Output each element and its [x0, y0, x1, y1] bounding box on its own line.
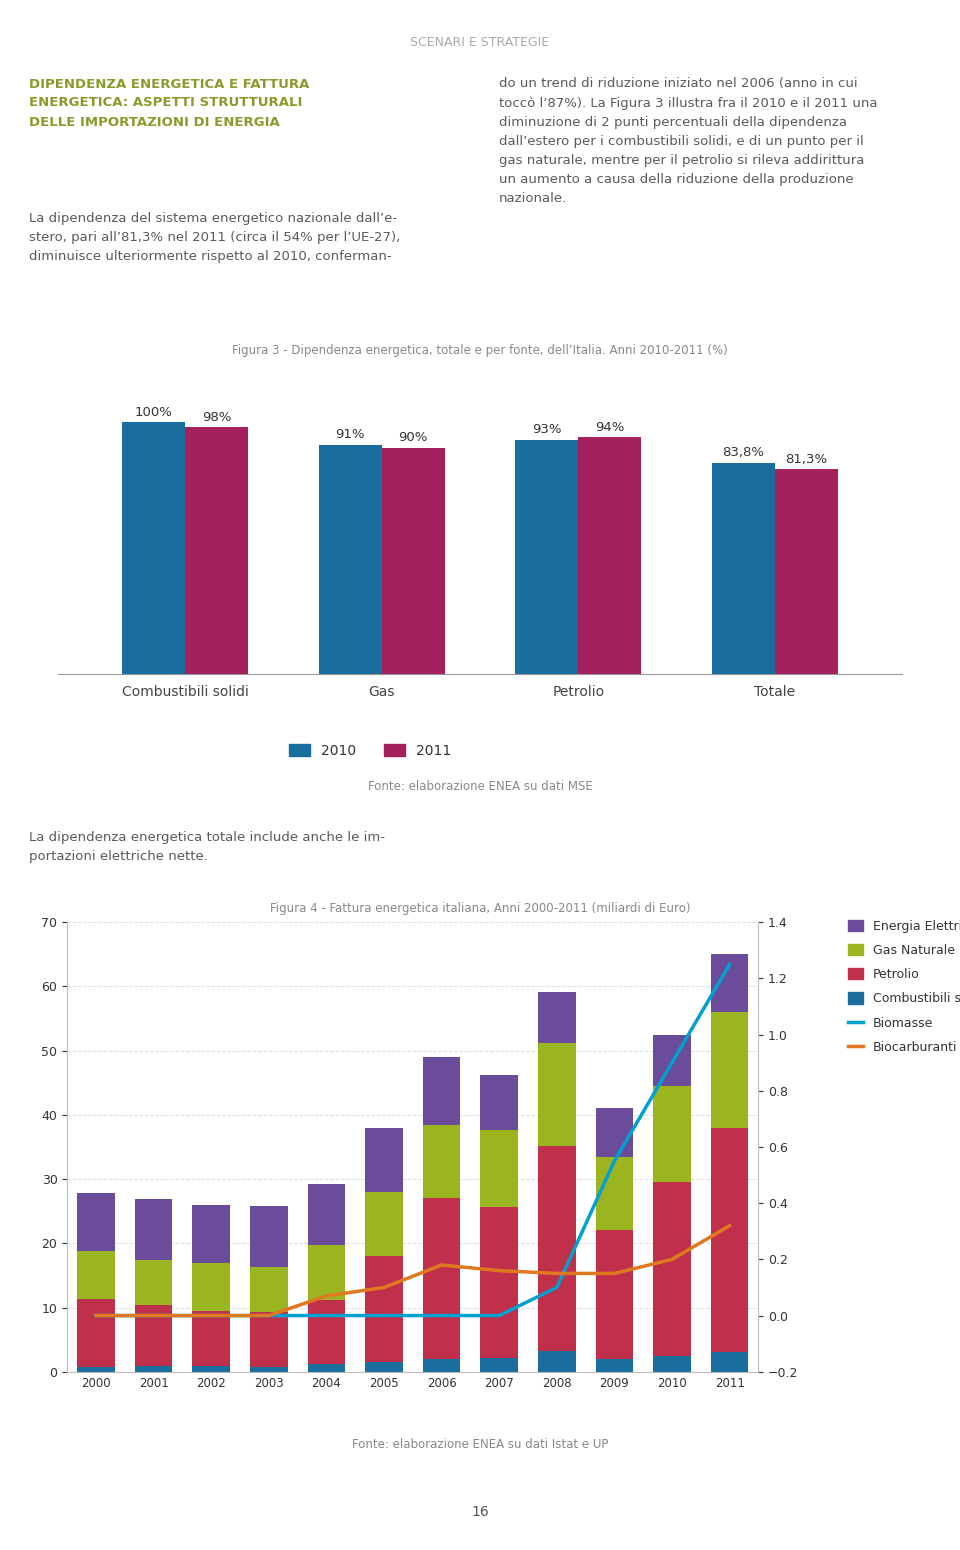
Bar — [77, 1194, 115, 1251]
Bar — [422, 1198, 461, 1359]
Text: La dipendenza energetica totale include anche le im-
portazioni elettriche nette: La dipendenza energetica totale include … — [29, 831, 385, 863]
Bar — [307, 1245, 346, 1300]
Bar — [250, 1367, 288, 1372]
Bar — [711, 1353, 749, 1372]
Bar — [365, 1192, 403, 1256]
Bar — [538, 1145, 575, 1352]
Bar — [654, 1356, 691, 1372]
Bar — [192, 1263, 230, 1311]
Bar — [711, 463, 775, 674]
Bar — [319, 445, 382, 674]
Text: Figura 4 - Fattura energetica italiana, Anni 2000-2011 (miliardi di Euro): Figura 4 - Fattura energetica italiana, … — [270, 902, 690, 914]
Bar — [481, 1130, 518, 1207]
Bar — [481, 1076, 518, 1130]
Bar — [711, 955, 749, 1012]
Bar — [654, 1035, 691, 1087]
Bar — [250, 1206, 288, 1266]
Bar — [595, 1156, 634, 1231]
Bar — [654, 1183, 691, 1356]
Text: SCENARI E STRATEGIE: SCENARI E STRATEGIE — [411, 36, 549, 48]
Text: do un trend di riduzione iniziato nel 2006 (anno in cui
toccò l’87%). La Figura: do un trend di riduzione iniziato nel 20… — [499, 78, 877, 205]
Text: 93%: 93% — [532, 423, 562, 436]
Text: 83,8%: 83,8% — [722, 446, 764, 459]
Text: 16: 16 — [471, 1505, 489, 1519]
Bar — [595, 1359, 634, 1372]
Legend: Energia Elettrica, Gas Naturale, Petrolio, Combustibili solidi, Biomasse, Biocar: Energia Elettrica, Gas Naturale, Petroli… — [848, 919, 960, 1054]
Bar — [250, 1266, 288, 1311]
Text: 100%: 100% — [135, 406, 173, 419]
Bar — [422, 1057, 461, 1125]
Bar — [134, 1200, 173, 1260]
Bar — [77, 1299, 115, 1367]
Text: 90%: 90% — [398, 431, 428, 443]
Text: DIPENDENZA ENERGETICA E FATTURA
ENERGETICA: ASPETTI STRUTTURALI
DELLE IMPORTAZIO: DIPENDENZA ENERGETICA E FATTURA ENERGETI… — [29, 78, 309, 129]
Bar — [422, 1359, 461, 1372]
Bar — [481, 1207, 518, 1358]
Text: 98%: 98% — [202, 411, 231, 423]
Bar — [307, 1184, 346, 1245]
Text: Fonte: elaborazione ENEA su dati MSE: Fonte: elaborazione ENEA su dati MSE — [368, 780, 592, 792]
Text: 91%: 91% — [336, 428, 365, 442]
Text: 94%: 94% — [595, 420, 624, 434]
Legend: 2010, 2011: 2010, 2011 — [289, 744, 451, 758]
Bar — [134, 1260, 173, 1305]
Bar — [123, 422, 185, 674]
Bar — [595, 1231, 634, 1359]
Bar — [77, 1367, 115, 1372]
Bar — [481, 1358, 518, 1372]
Bar — [422, 1125, 461, 1198]
Bar — [250, 1311, 288, 1367]
Bar — [382, 448, 444, 674]
Bar — [595, 1108, 634, 1156]
Text: La dipendenza del sistema energetico nazionale dall’e-
stero, pari all’81,3% nel: La dipendenza del sistema energetico naz… — [29, 212, 400, 264]
Bar — [578, 437, 641, 674]
Bar — [134, 1305, 173, 1366]
Bar — [307, 1364, 346, 1372]
Bar — [538, 1352, 575, 1372]
Bar — [134, 1366, 173, 1372]
Bar — [192, 1311, 230, 1366]
Bar — [538, 992, 575, 1043]
Bar — [365, 1256, 403, 1362]
Bar — [77, 1251, 115, 1299]
Bar — [192, 1366, 230, 1372]
Bar — [365, 1128, 403, 1192]
Text: 81,3%: 81,3% — [785, 453, 828, 465]
Bar — [711, 1128, 749, 1353]
Bar — [185, 428, 249, 674]
Text: Figura 3 - Dipendenza energetica, totale e per fonte, dell’Italia. Anni 2010-201: Figura 3 - Dipendenza energetica, totale… — [232, 344, 728, 357]
Bar — [365, 1362, 403, 1372]
Bar — [516, 440, 578, 674]
Bar — [711, 1012, 749, 1128]
Bar — [775, 470, 837, 674]
Bar — [538, 1043, 575, 1145]
Bar — [192, 1206, 230, 1263]
Text: Fonte: elaborazione ENEA su dati Istat e UP: Fonte: elaborazione ENEA su dati Istat e… — [351, 1438, 609, 1451]
Bar — [654, 1087, 691, 1183]
Bar — [307, 1300, 346, 1364]
